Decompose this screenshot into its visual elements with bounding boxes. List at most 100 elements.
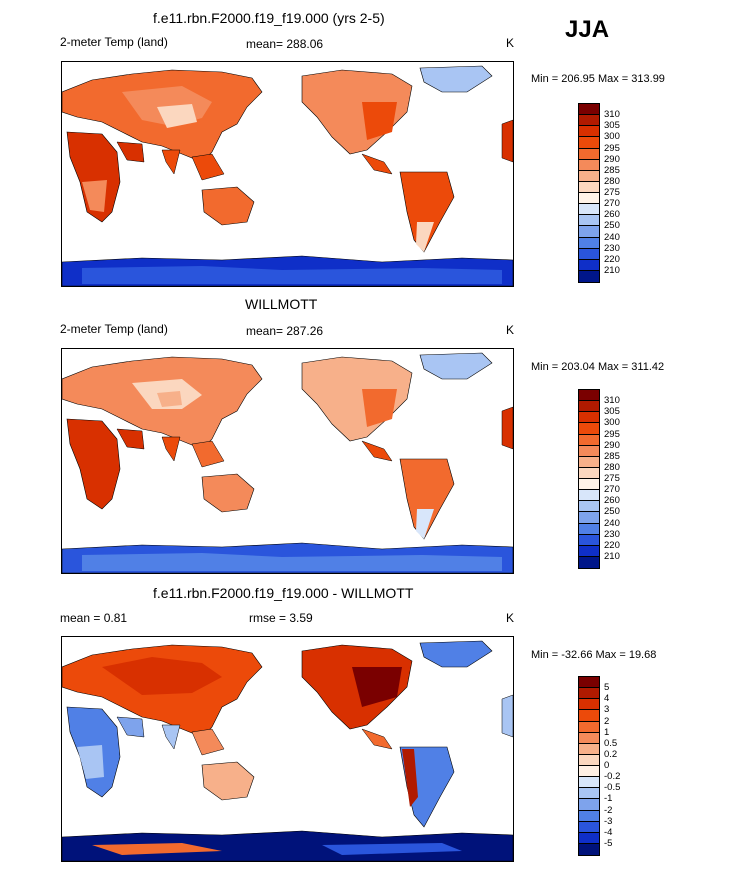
- panel-3-mean-label: mean = 0.81: [60, 611, 128, 625]
- season-label: JJA: [565, 16, 610, 43]
- colorbar-swatch: [579, 556, 599, 568]
- colorbar-swatch: [579, 490, 599, 502]
- colorbar-swatch: [579, 137, 599, 149]
- colorbar-tick-label: -4: [604, 826, 613, 838]
- panel-2-title: WILLMOTT: [245, 296, 318, 312]
- colorbar-swatch: [579, 270, 599, 282]
- colorbar-swatch: [579, 204, 599, 216]
- colorbar-swatch: [579, 193, 599, 205]
- colorbar-swatch: [579, 148, 599, 160]
- colorbar-swatch: [579, 799, 599, 811]
- colorbar-swatch: [579, 843, 599, 855]
- colorbar-tick-label: 310: [604, 109, 620, 121]
- colorbar-swatch: [579, 456, 599, 468]
- panel-3-map-svg: [62, 640, 513, 861]
- colorbar-swatch: [579, 170, 599, 182]
- colorbar-tick-label: -0.2: [604, 771, 621, 783]
- panel-1-map: [61, 61, 514, 287]
- colorbar-swatch: [579, 467, 599, 479]
- colorbar-swatch: [579, 810, 599, 822]
- colorbar-tick-label: 270: [604, 484, 620, 496]
- colorbar-tick-label: 220: [604, 539, 620, 551]
- colorbar-swatch: [579, 545, 599, 557]
- colorbar-swatch: [579, 412, 599, 424]
- colorbar-swatch: [579, 677, 599, 689]
- colorbar-tick-label: 295: [604, 142, 620, 154]
- colorbar-tick-label: -5: [604, 837, 613, 849]
- panel-2-mean-label: mean= 287.26: [246, 324, 324, 338]
- colorbar-tick-label: 290: [604, 439, 620, 451]
- colorbar-tick-label: -2: [604, 804, 613, 816]
- colorbar-swatch: [579, 777, 599, 789]
- colorbar-tick-label: 5: [604, 682, 610, 694]
- colorbar-tick-label: 250: [604, 220, 620, 232]
- colorbar-tick-label: 260: [604, 209, 620, 221]
- panel-1-variable-label: 2-meter Temp (land): [60, 35, 168, 49]
- colorbar-tick-label: 305: [604, 406, 620, 418]
- colorbar-tick-label: 240: [604, 517, 620, 529]
- colorbar-swatch: [579, 390, 599, 402]
- colorbar-swatch: [579, 126, 599, 138]
- colorbar-tick-label: 300: [604, 417, 620, 429]
- colorbar-swatch: [579, 479, 599, 491]
- panel-3-colorbar: [578, 676, 600, 856]
- panel-1-map-svg: [62, 65, 513, 286]
- panel-3-rmse-label: rmse = 3.59: [249, 611, 313, 625]
- colorbar-swatch: [579, 766, 599, 778]
- colorbar-swatch: [579, 743, 599, 755]
- colorbar-tick-label: 4: [604, 693, 610, 705]
- colorbar-tick-label: 290: [604, 153, 620, 165]
- colorbar-swatch: [579, 115, 599, 127]
- colorbar-tick-label: 210: [604, 264, 620, 276]
- colorbar-tick-label: 300: [604, 131, 620, 143]
- colorbar-tick-label: 285: [604, 450, 620, 462]
- colorbar-tick-label: 0.5: [604, 737, 618, 749]
- colorbar-swatch: [579, 259, 599, 271]
- colorbar-tick-label: 0: [604, 760, 610, 771]
- colorbar-tick-label: 305: [604, 120, 620, 132]
- panel-2-units: K: [506, 323, 515, 337]
- colorbar-swatch: [579, 821, 599, 833]
- colorbar-swatch: [579, 699, 599, 711]
- colorbar-tick-label: 310: [604, 395, 620, 407]
- colorbar-tick-label: 240: [604, 231, 620, 243]
- colorbar-tick-label: 280: [604, 175, 620, 187]
- colorbar-swatch: [579, 104, 599, 116]
- colorbar-swatch: [579, 237, 599, 249]
- colorbar-tick-label: 2: [604, 715, 610, 727]
- panel-1-title: f.e11.rbn.F2000.f19_f19.000 (yrs 2-5): [153, 10, 385, 26]
- colorbar-tick-label: 275: [604, 473, 620, 484]
- colorbar-tick-label: 230: [604, 242, 620, 254]
- colorbar-tick-label: -3: [604, 815, 613, 827]
- panel-1-colorbar: [578, 103, 600, 283]
- panel-1-units: K: [506, 36, 515, 50]
- colorbar-tick-label: 0.2: [604, 748, 618, 760]
- colorbar-tick-label: -1: [604, 793, 613, 805]
- colorbar-tick-label: 210: [604, 550, 620, 562]
- panel-2-variable-label: 2-meter Temp (land): [60, 322, 168, 336]
- colorbar-swatch: [579, 732, 599, 744]
- colorbar-tick-label: 230: [604, 528, 620, 540]
- colorbar-swatch: [579, 512, 599, 524]
- panel-3-map: [61, 636, 514, 862]
- colorbar-tick-label: 280: [604, 461, 620, 473]
- colorbar-swatch: [579, 434, 599, 446]
- colorbar-tick-label: 275: [604, 187, 620, 198]
- colorbar-tick-label: 250: [604, 506, 620, 518]
- colorbar-swatch: [579, 832, 599, 844]
- panel-2-colorbar: [578, 389, 600, 569]
- colorbar-swatch: [579, 215, 599, 227]
- colorbar-swatch: [579, 754, 599, 766]
- colorbar-tick-label: -0.5: [604, 782, 621, 794]
- panel-3-minmax: Min = -32.66 Max = 19.68: [531, 649, 657, 661]
- panel-3-title: f.e11.rbn.F2000.f19_f19.000 - WILLMOTT: [153, 585, 414, 601]
- panel-3-units: K: [506, 611, 515, 625]
- colorbar-swatch: [579, 788, 599, 800]
- colorbar-tick-label: 285: [604, 164, 620, 176]
- colorbar-swatch: [579, 523, 599, 535]
- panel-2-map-svg: [62, 352, 513, 573]
- colorbar-swatch: [579, 181, 599, 193]
- panel-1-minmax: Min = 206.95 Max = 313.99: [531, 73, 665, 85]
- colorbar-swatch: [579, 501, 599, 513]
- panel-2-minmax: Min = 203.04 Max = 311.42: [531, 361, 665, 373]
